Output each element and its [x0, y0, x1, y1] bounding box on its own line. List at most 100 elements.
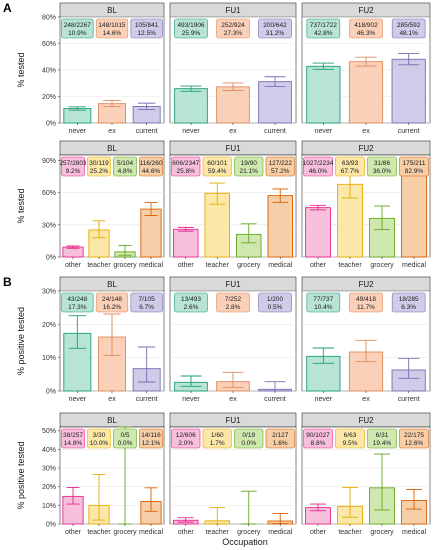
- x-tick-label: current: [136, 396, 158, 403]
- percent-label: 10.9%: [68, 30, 87, 37]
- x-tick-label: teacher: [206, 262, 230, 269]
- count-label-box: [202, 156, 232, 177]
- bar-grocery: [369, 217, 395, 258]
- x-tick-label: ex: [229, 396, 237, 403]
- y-tick-label: 80%: [42, 15, 56, 22]
- count-label-box: [265, 156, 295, 177]
- percent-label: 10.4%: [314, 304, 333, 311]
- percent-label: 2.0%: [178, 440, 193, 447]
- y-tick-label: 0%: [46, 389, 56, 396]
- count-label: 63/93: [342, 160, 359, 167]
- count-label-box: [335, 428, 365, 449]
- count-label-box: [216, 18, 250, 39]
- percent-label: 8.8%: [311, 440, 326, 447]
- count-label: 200/642: [263, 22, 287, 29]
- bar-never: [306, 65, 341, 124]
- y-tick-label: 0%: [46, 255, 56, 262]
- count-label-box: [349, 18, 383, 39]
- y-axis-title: % positive tested: [16, 441, 26, 509]
- count-label-box: [367, 156, 397, 177]
- y-tick-label: 60%: [42, 190, 56, 197]
- y-tick-label: 20%: [42, 322, 56, 329]
- count-label: 77/737: [313, 296, 333, 303]
- y-tick-label: 30%: [42, 289, 56, 296]
- bar-current: [258, 81, 292, 124]
- count-label-box: [95, 18, 129, 39]
- panel-letter-a: A: [3, 1, 12, 15]
- y-tick-label: 60%: [42, 41, 56, 48]
- percent-label: 6.7%: [139, 304, 154, 311]
- x-tick-label: grocery: [237, 529, 261, 536]
- count-label-box: [87, 156, 111, 177]
- percent-label: 2.6%: [184, 304, 199, 311]
- x-tick-label: other: [65, 262, 82, 269]
- count-label-box: [391, 18, 426, 39]
- count-label: 7/252: [225, 296, 242, 303]
- x-tick-label: medical: [268, 529, 293, 536]
- count-label: 1027/2234: [303, 160, 334, 167]
- count-label-box: [171, 156, 201, 177]
- count-label-box: [234, 428, 264, 449]
- x-tick-label: medical: [139, 262, 164, 269]
- facet-title: BL: [107, 144, 117, 153]
- bar-other: [305, 207, 331, 258]
- x-tick-label: other: [65, 529, 82, 536]
- facet-title: FU1: [225, 144, 241, 153]
- x-tick-label: grocery: [113, 529, 137, 536]
- count-label: 175/211: [402, 160, 425, 167]
- y-tick-label: 0%: [46, 522, 56, 529]
- percent-label: 17.3%: [68, 304, 87, 311]
- count-label: 493/1906: [177, 22, 204, 29]
- x-tick-label: never: [69, 128, 87, 135]
- count-label: 127/222: [269, 160, 293, 167]
- percent-label: 19.4%: [373, 440, 392, 447]
- y-tick-label: 90%: [42, 158, 56, 165]
- x-tick-label: ex: [229, 128, 237, 135]
- count-label: 18/285: [399, 296, 419, 303]
- percent-label: 25.9%: [182, 30, 201, 37]
- count-label-box: [349, 292, 383, 313]
- percent-label: 25.2%: [90, 168, 109, 175]
- count-label: 737/1722: [310, 22, 337, 29]
- count-label: 43/248: [67, 296, 87, 303]
- count-label: 105/841: [135, 22, 159, 29]
- facet-title: FU2: [358, 280, 374, 289]
- y-tick-label: 50%: [42, 428, 56, 435]
- percent-label: 14.6%: [103, 30, 122, 37]
- count-label-box: [130, 18, 163, 39]
- y-axis-title: % tested: [16, 188, 26, 223]
- percent-label: 27.3%: [224, 30, 243, 37]
- y-tick-label: 20%: [42, 94, 56, 101]
- percent-label: 25.8%: [177, 168, 196, 175]
- y-tick-label: 40%: [42, 447, 56, 454]
- percent-label: 44.6%: [142, 168, 161, 175]
- y-tick-label: 30%: [42, 466, 56, 473]
- count-label: 7/105: [139, 296, 156, 303]
- x-tick-label: grocery: [113, 262, 137, 269]
- percent-label: 46.0%: [309, 168, 328, 175]
- y-tick-label: 30%: [42, 222, 56, 229]
- percent-label: 46.3%: [357, 30, 376, 37]
- y-axis-title: % tested: [16, 52, 26, 87]
- count-label: 12/606: [176, 432, 196, 439]
- count-label-box: [306, 292, 341, 313]
- facet-title: BL: [107, 416, 117, 425]
- count-label: 14/116: [141, 432, 161, 439]
- count-label: 38/257: [63, 432, 83, 439]
- bar-medical: [140, 208, 162, 258]
- facet-title: FU1: [225, 6, 241, 15]
- x-tick-label: ex: [362, 128, 370, 135]
- count-label-box: [139, 156, 163, 177]
- count-label-box: [202, 428, 232, 449]
- count-label-box: [87, 428, 111, 449]
- x-tick-label: ex: [108, 128, 116, 135]
- percent-label: 59.4%: [208, 168, 227, 175]
- bar-medical: [267, 195, 293, 258]
- percent-label: 31.2%: [266, 30, 285, 37]
- percent-label: 21.1%: [240, 168, 259, 175]
- count-label: 31/86: [374, 160, 391, 167]
